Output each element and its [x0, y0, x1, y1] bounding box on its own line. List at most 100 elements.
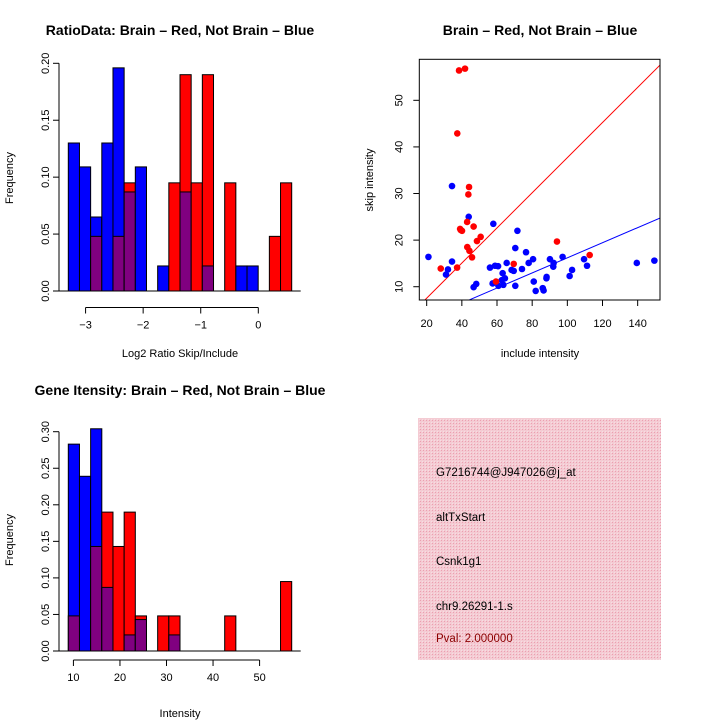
- axes: 0.00 0.05 0.10 0.15 0.20 0.25 0.30 10 20 30 40 50: [40, 421, 301, 684]
- point-not-brain: [559, 253, 566, 261]
- bar-overlap: [67, 615, 80, 652]
- x-tick-label: −2: [137, 320, 150, 332]
- point-not-brain: [499, 269, 506, 277]
- point-not-brain: [525, 259, 532, 267]
- point-not-brain: [543, 273, 550, 281]
- point-not-brain: [501, 275, 509, 282]
- fit-line: [467, 217, 660, 300]
- y-axis-label: skip intensity: [364, 148, 376, 211]
- bar-overlap: [101, 586, 114, 652]
- point-brain: [466, 247, 473, 255]
- bar-not-brain: [101, 142, 114, 292]
- y-tick-label: 20: [393, 234, 405, 246]
- y-tick-label: 0.15: [40, 110, 52, 131]
- bar-not-brain: [246, 265, 259, 292]
- x-tick-label: 60: [491, 318, 503, 330]
- bar-brain: [201, 74, 215, 292]
- intensity-scatter: Brain – Red, Not Brain – Blue 20 40 60 80 10…: [364, 22, 661, 360]
- gene-name: Csnk1g1: [436, 556, 481, 568]
- chart-title: Gene Itensity: Brain – Red, Not Brain – …: [35, 382, 326, 398]
- y-tick-label: 0.00: [40, 280, 52, 301]
- point-not-brain: [530, 278, 538, 285]
- x-tick-label: 10: [67, 672, 79, 684]
- chart-title: Brain – Red, Not Brain – Blue: [443, 22, 638, 38]
- bar-brain: [157, 615, 170, 652]
- x-tick-label: −1: [194, 320, 207, 332]
- y-tick-label: 0.20: [40, 53, 52, 74]
- bar-brain: [112, 545, 125, 652]
- x-tick-label: 40: [456, 318, 468, 330]
- point-not-brain: [448, 258, 456, 265]
- x-axis-label: Log2 Ratio Skip/Include: [122, 348, 238, 360]
- point-not-brain: [444, 266, 452, 273]
- location: chr9.26291-1.s: [436, 601, 513, 613]
- point-brain: [458, 227, 466, 235]
- pval: Pval: 2.000000: [436, 633, 513, 645]
- point-not-brain: [472, 280, 480, 288]
- bar-overlap: [168, 634, 181, 652]
- info-panel-background: [418, 418, 661, 660]
- x-tick-label: 120: [593, 318, 611, 330]
- point-not-brain: [442, 271, 450, 278]
- point-not-brain: [503, 259, 510, 267]
- point-not-brain: [633, 259, 641, 267]
- point-brain: [586, 251, 593, 259]
- x-tick-label: 100: [558, 318, 576, 330]
- point-brain: [465, 191, 472, 198]
- point-not-brain: [532, 287, 539, 295]
- point-not-brain: [518, 265, 526, 273]
- bar-brain: [280, 182, 293, 292]
- point-not-brain: [566, 272, 573, 280]
- point-brain: [470, 223, 477, 230]
- bar-not-brain: [78, 166, 92, 292]
- y-tick-label: 0.00: [40, 640, 52, 661]
- y-tick-label: 0.20: [40, 494, 52, 515]
- point-not-brain: [511, 282, 519, 290]
- point-not-brain: [425, 253, 432, 261]
- point-not-brain: [651, 257, 658, 264]
- point-brain: [468, 254, 476, 261]
- point-brain: [437, 265, 445, 272]
- info-panel: G7216744@J947026@j_at altTxStart Csnk1g1…: [418, 418, 661, 660]
- point-brain: [461, 65, 469, 72]
- bar-not-brain: [134, 166, 147, 292]
- y-tick-label: 0.05: [40, 604, 52, 625]
- axes: 20 40 60 80 100 120 140 10 20 30 40 50: [393, 58, 661, 330]
- x-tick-label: 20: [421, 318, 433, 330]
- point-brain: [455, 67, 463, 74]
- y-axis-label: Frequency: [4, 514, 16, 566]
- x-tick-label: 0: [255, 320, 261, 332]
- point-not-brain: [540, 287, 547, 294]
- bar-not-brain: [78, 475, 92, 652]
- x-tick-label: 50: [253, 672, 265, 684]
- y-tick-label: 50: [393, 94, 405, 106]
- bar-overlap: [90, 235, 103, 292]
- y-tick-label: 0.05: [40, 223, 52, 244]
- point-brain: [453, 130, 461, 137]
- x-tick-label: 140: [628, 318, 646, 330]
- axes: 0.00 0.05 0.10 0.15 0.20 −3 −2 −1 0: [40, 53, 301, 332]
- bar-brain: [280, 581, 293, 652]
- point-not-brain: [514, 227, 521, 235]
- bar-brain: [224, 182, 237, 292]
- x-tick-label: 20: [114, 672, 126, 684]
- point-brain: [477, 233, 484, 241]
- point-not-brain: [568, 266, 576, 274]
- point-not-brain: [465, 213, 473, 221]
- bars: [67, 428, 293, 652]
- bar-not-brain: [235, 265, 248, 292]
- plot-box: [418, 58, 661, 301]
- point-not-brain: [550, 259, 557, 267]
- bar-overlap: [134, 619, 147, 652]
- y-tick-label: 30: [393, 187, 405, 199]
- x-tick-label: −3: [79, 320, 92, 332]
- bar-overlap: [179, 191, 192, 292]
- y-tick-label: 0.25: [40, 458, 52, 479]
- gene-intensity-histogram: Gene Itensity: Brain – Red, Not Brain – …: [4, 382, 326, 720]
- point-not-brain: [529, 255, 537, 263]
- bar-overlap: [123, 191, 136, 292]
- bar-overlap: [112, 235, 125, 292]
- y-tick-label: 0.15: [40, 531, 52, 552]
- point-not-brain: [490, 220, 497, 228]
- bar-overlap: [90, 545, 103, 652]
